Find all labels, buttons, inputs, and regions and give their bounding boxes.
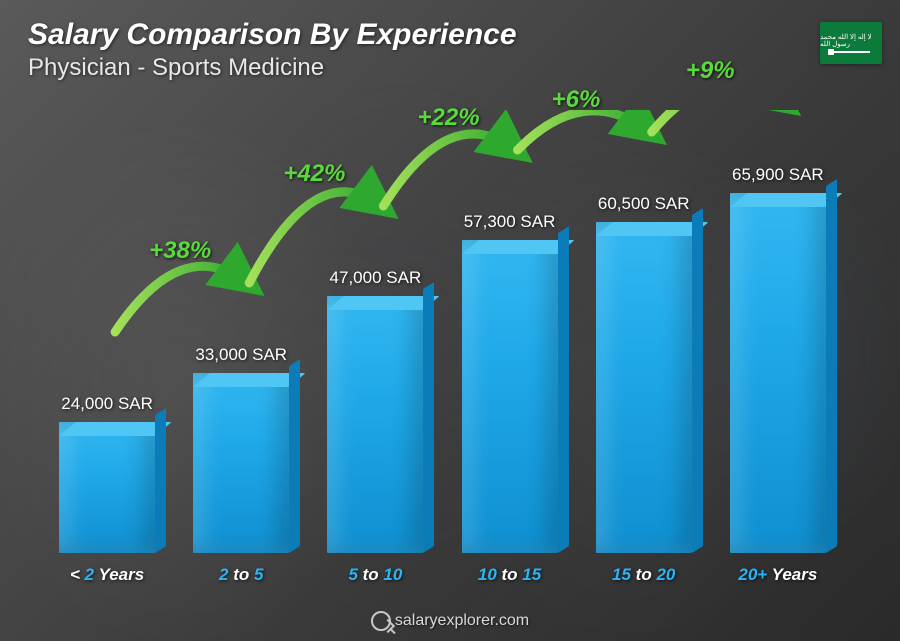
bar: [193, 373, 289, 553]
bar-side-face: [289, 359, 300, 553]
x-axis-label: 5 to 10: [320, 565, 430, 585]
bar-value-label: 33,000 SAR: [195, 345, 287, 365]
country-flag-saudi-arabia: لا إله إلا الله محمد رسول الله: [820, 22, 882, 64]
x-axis-label: 20+ Years: [723, 565, 833, 585]
bar-group: 57,300 SAR: [455, 212, 565, 553]
flag-shahada-icon: لا إله إلا الله محمد رسول الله: [820, 34, 882, 48]
bar-front-face: [596, 222, 692, 553]
bar-value-label: 47,000 SAR: [330, 268, 422, 288]
bar-group: 60,500 SAR: [589, 194, 699, 553]
magnifier-icon: [371, 611, 391, 631]
bar-side-face: [692, 208, 703, 553]
pct-change-label: +9%: [686, 57, 735, 85]
bar-group: 47,000 SAR: [320, 268, 430, 553]
bar-value-label: 24,000 SAR: [61, 394, 153, 414]
x-axis-label: < 2 Years: [52, 565, 162, 585]
flag-sword-icon: [832, 51, 870, 53]
footer-text: salaryexplorer.com: [395, 612, 529, 630]
bar-front-face: [327, 296, 423, 553]
bar: [327, 296, 423, 553]
bar: [59, 422, 155, 553]
bar-side-face: [423, 282, 434, 553]
bar-value-label: 60,500 SAR: [598, 194, 690, 214]
bar: [730, 193, 826, 553]
bar-front-face: [730, 193, 826, 553]
pct-change-label: +22%: [418, 104, 480, 132]
x-axis-label: 10 to 15: [455, 565, 565, 585]
bar-side-face: [155, 408, 166, 553]
pct-change-label: +42%: [283, 160, 345, 188]
bar-front-face: [462, 240, 558, 553]
bar-value-label: 65,900 SAR: [732, 165, 824, 185]
bar-front-face: [59, 422, 155, 553]
bar-value-label: 57,300 SAR: [464, 212, 556, 232]
bar-group: 24,000 SAR: [52, 394, 162, 553]
pct-change-label: +6%: [552, 86, 601, 114]
salary-bar-chart: 24,000 SAR 33,000 SAR 47,000 SAR 57,300 SAR…: [40, 110, 845, 581]
x-axis-labels: < 2 Years 2 to 5 5 to 10 10 to 15 15 to 20 20…: [40, 565, 845, 585]
bar-group: 65,900 SAR: [723, 165, 833, 553]
bar-side-face: [558, 226, 569, 553]
x-axis-label: 15 to 20: [589, 565, 699, 585]
bar: [596, 222, 692, 553]
bar: [462, 240, 558, 553]
bar-side-face: [826, 179, 837, 553]
pct-change-label: +38%: [149, 237, 211, 265]
footer-brand: salaryexplorer.com: [0, 611, 900, 631]
x-axis-label: 2 to 5: [186, 565, 296, 585]
bars-container: 24,000 SAR 33,000 SAR 47,000 SAR 57,300 SAR…: [40, 110, 845, 553]
bar-group: 33,000 SAR: [186, 345, 296, 553]
page-title: Salary Comparison By Experience: [28, 18, 820, 52]
bar-front-face: [193, 373, 289, 553]
